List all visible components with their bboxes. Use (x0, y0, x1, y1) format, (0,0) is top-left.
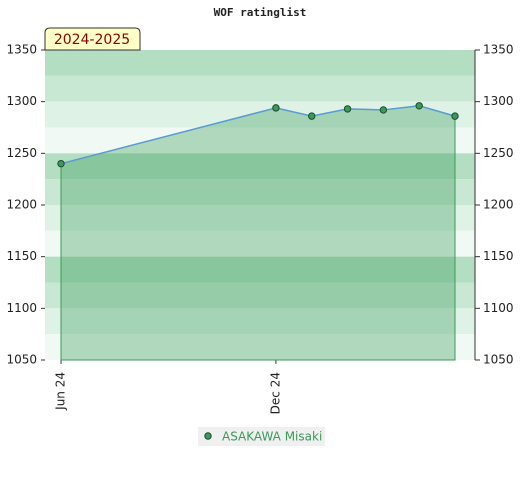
y2-tick-label: 1300 (483, 94, 514, 108)
badge: 2024-2025 (54, 32, 130, 48)
y2-tick-label: 1150 (483, 249, 514, 263)
y-tick-label: 1200 (6, 198, 37, 212)
y2-tick-label: 1100 (483, 301, 514, 315)
point (379, 106, 388, 114)
point (57, 159, 65, 168)
plot-background (45, 50, 475, 360)
point (308, 112, 316, 120)
y-tick-label: 1250 (6, 146, 37, 160)
point (343, 105, 352, 113)
point (415, 102, 423, 110)
y-tick-label: 1350 (6, 43, 37, 57)
point (451, 112, 459, 120)
y2-tick-label: 1200 (483, 198, 514, 212)
chart-title: WOF ratinglist (214, 6, 307, 19)
x-tick-label: Jun 24 (54, 372, 68, 411)
badge-box (44, 27, 141, 51)
x-tick-label: Dec 24 (268, 372, 282, 414)
y2-tick-label: 1250 (483, 146, 514, 160)
legend-marker (204, 432, 212, 440)
legend-label: ASAKAWA Misaki (222, 430, 322, 444)
legend-box (198, 427, 325, 446)
y2-tick-label: 1050 (483, 353, 514, 367)
y2-tick-label: 1350 (483, 43, 514, 57)
y-tick-label: 1150 (6, 249, 37, 263)
y-tick-label: 1050 (6, 353, 37, 367)
y-tick-label: 1100 (6, 301, 37, 315)
y-tick-label: 1300 (6, 94, 37, 108)
point (272, 104, 280, 112)
